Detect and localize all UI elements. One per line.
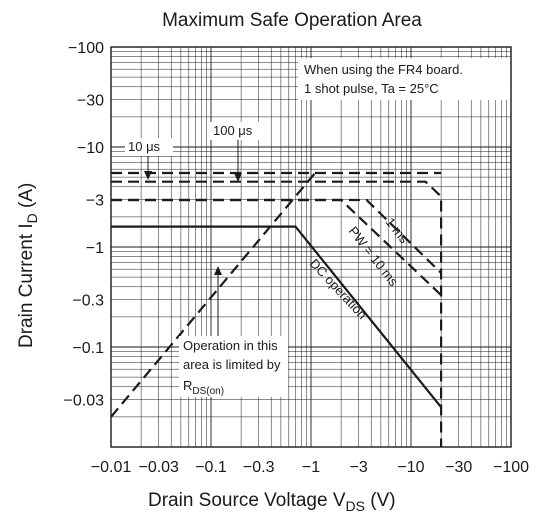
y-tick-label: −30 [77, 92, 104, 109]
y-tick-label: −10 [77, 140, 104, 157]
series-pw10ms [111, 198, 442, 296]
x-axis-label: Drain Source Voltage VDS (V) [148, 490, 396, 514]
x-tick-label: −0.1 [195, 459, 227, 476]
label-10us: 10 μs [128, 139, 161, 154]
arrowhead-rds [214, 266, 222, 275]
x-tick-label: −0.01 [91, 459, 132, 476]
x-tick-label: −0.3 [243, 459, 275, 476]
x-tick-label: −1 [302, 459, 320, 476]
x-tick-label: −10 [397, 459, 424, 476]
rds-note-line-3: RDS(on) [183, 378, 224, 397]
x-tick-label: −0.03 [138, 459, 179, 476]
y-tick-label: −1 [86, 240, 104, 257]
y-tick-label: −0.03 [64, 392, 105, 409]
series-rdson-limit [110, 172, 316, 418]
x-tick-label: −30 [445, 459, 472, 476]
x-tick-label: −3 [350, 459, 368, 476]
series-dc [111, 225, 442, 408]
note-line-1: When using the FR4 board. [304, 62, 463, 77]
y-tick-labels: −100 −30 −10 −3 −1 −0.3 −0.1 −0.03 [64, 40, 105, 409]
series-1ms [111, 198, 442, 274]
chart-title: Maximum Safe Operation Area [162, 10, 422, 31]
y-tick-label: −100 [68, 40, 104, 57]
rds-note-line-2: area is limited by [183, 357, 281, 372]
label-100us: 100 μs [213, 123, 253, 138]
arrowhead-100us [234, 173, 242, 182]
x-tick-label: −100 [493, 459, 529, 476]
arrowhead-10us [144, 171, 152, 180]
y-tick-label: −0.1 [72, 340, 104, 357]
note-line-2: 1 shot pulse, Ta = 25°C [304, 81, 439, 96]
rds-note-line-1: Operation in this [183, 338, 278, 353]
series-100us [111, 180, 443, 447]
y-tick-label: −3 [86, 192, 104, 209]
x-tick-labels: −0.01 −0.03 −0.1 −0.3 −1 −3 −10 −30 −100 [91, 459, 529, 476]
series-group [110, 171, 443, 447]
y-axis-label: Drain Current ID (A) [16, 183, 40, 348]
rds-symbol: R [183, 378, 192, 393]
label-dc-operation: DC operation [307, 256, 370, 322]
y-tick-label: −0.3 [72, 292, 104, 309]
rds-subscript: DS(on) [192, 386, 224, 397]
